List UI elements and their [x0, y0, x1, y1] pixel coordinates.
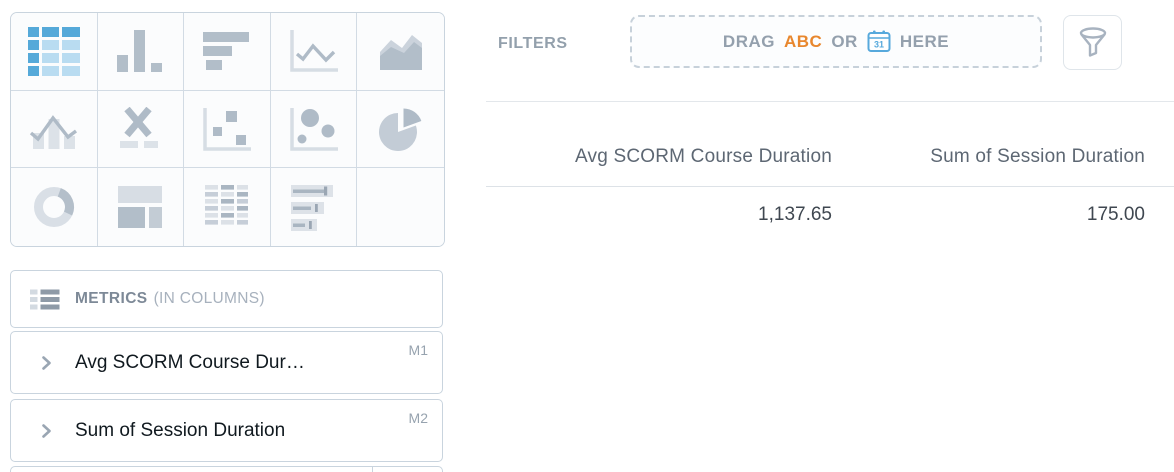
bubble-chart-icon [289, 107, 338, 151]
table-chart-icon [27, 26, 80, 76]
donut-chart-icon [33, 187, 74, 228]
metrics-bucket-subtitle: (IN COLUMNS) [153, 290, 265, 307]
vis-type-bubble-chart[interactable] [270, 90, 358, 169]
dropzone-or-text: OR [831, 31, 858, 51]
value-sum-of-session-duration: 175.00 [1086, 204, 1145, 225]
metrics-bucket-icon [30, 289, 60, 309]
metric-item-avg-scorm-course-duration[interactable]: Avg SCORM Course Dur… M1 [10, 331, 443, 394]
scatter-plot-icon [203, 107, 251, 151]
vis-type-treemap[interactable] [97, 168, 185, 246]
dropzone-drag-text: DRAG [722, 31, 775, 51]
chevron-right-icon[interactable] [41, 355, 52, 371]
table-header-underline [486, 186, 1174, 187]
filter-dropzone[interactable]: DRAG ABC OR 31 HERE [630, 15, 1042, 68]
vis-type-bullet-chart[interactable] [270, 168, 358, 246]
vis-type-pivot-table[interactable] [184, 168, 271, 246]
treemap-icon [118, 186, 163, 229]
column-header-sum-of-session-duration[interactable]: Sum of Session Duration [930, 146, 1145, 167]
metric-tag-m1: M1 [408, 342, 428, 358]
bar-chart-icon [202, 32, 249, 71]
headline-icon [120, 107, 159, 149]
pie-chart-icon [378, 108, 422, 151]
vis-type-area-chart[interactable] [357, 13, 444, 91]
metric-tag-m2: M2 [408, 410, 428, 426]
vis-type-headline[interactable] [97, 90, 185, 169]
metric-item-sum-of-session-duration[interactable]: Sum of Session Duration M2 [10, 399, 443, 462]
column-chart-icon [117, 30, 163, 73]
combo-chart-icon [29, 115, 77, 149]
filter-button[interactable] [1063, 15, 1122, 70]
vis-type-donut-chart[interactable] [11, 168, 98, 246]
filters-label: FILTERS [498, 35, 568, 52]
result-table-header: Avg SCORM Course Duration Sum of Session… [486, 146, 1145, 168]
value-avg-scorm-course-duration: 1,137.65 [758, 204, 832, 225]
dropzone-here-text: HERE [899, 31, 950, 51]
chevron-right-icon[interactable] [41, 423, 52, 439]
filters-separator [486, 101, 1174, 102]
vis-type-scatter-plot[interactable] [184, 90, 271, 169]
vis-type-bar-chart[interactable] [184, 13, 271, 91]
bullet-chart-icon [290, 185, 333, 232]
vis-type-combo-chart[interactable] [11, 90, 98, 169]
area-chart-icon [379, 35, 422, 71]
metric-item-partial[interactable] [10, 466, 443, 472]
vis-type-line-chart[interactable] [270, 13, 358, 91]
metrics-bucket-header: METRICS (IN COLUMNS) [10, 270, 443, 328]
table-row: 1,137.65 175.00 [486, 204, 1145, 226]
line-chart-icon [289, 30, 338, 73]
column-header-avg-scorm-course-duration[interactable]: Avg SCORM Course Duration [574, 146, 832, 167]
pivot-table-icon [204, 185, 248, 225]
vis-type-column-chart[interactable] [97, 13, 185, 91]
vis-type-table[interactable] [11, 13, 98, 91]
vis-type-empty-cell [357, 168, 444, 246]
metrics-bucket-title: METRICS [75, 290, 148, 307]
metric-item-label: Sum of Session Duration [75, 419, 286, 441]
attribute-token: ABC [783, 31, 823, 51]
visualization-picker [10, 12, 445, 247]
vis-type-pie-chart[interactable] [357, 90, 444, 169]
calendar-day-text: 31 [874, 40, 884, 50]
calendar-icon: 31 [867, 30, 891, 52]
funnel-icon [1079, 26, 1106, 57]
metric-item-label: Avg SCORM Course Dur… [75, 351, 305, 373]
partial-row-divider [372, 467, 373, 472]
